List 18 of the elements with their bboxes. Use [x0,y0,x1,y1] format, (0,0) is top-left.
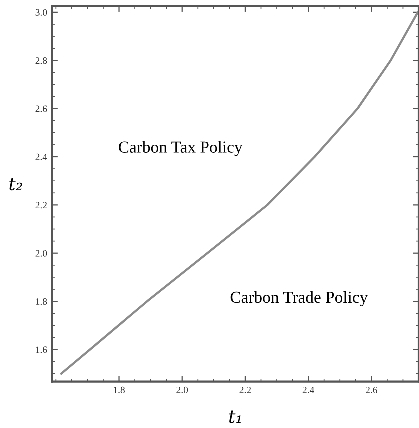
y-tick-label: 1.6 [36,346,48,354]
annotation: Carbon Tax Policy [119,141,243,156]
x-tick-label: 2.6 [366,386,378,394]
y-axis-title: t₂ [10,178,22,191]
y-tick-label: 2.6 [36,106,48,112]
y-tick-label: 2.8 [36,58,48,64]
annotation: Carbon Trade Policy [230,291,368,307]
x-tick-label: 2.2 [240,386,252,394]
y-tick-label: 1.8 [36,298,48,306]
y-tick-label: 2.4 [36,154,48,161]
x-axis-title: t₁ [229,410,241,424]
x-tick-label: 2.0 [176,386,188,394]
y-tick-label: 3.0 [36,9,48,16]
x-tick-label: 1.8 [114,386,125,394]
line-series [60,11,419,375]
y-tick-label: 2.0 [36,250,48,257]
x-tick-label: 2.4 [302,386,314,394]
y-tick-label: 2.2 [36,202,47,209]
